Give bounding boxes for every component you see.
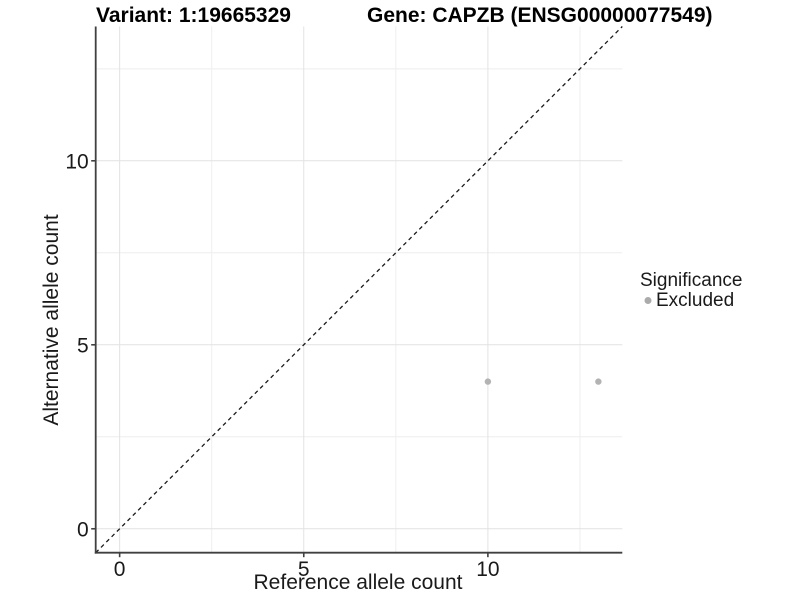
legend-entry-label: Excluded (656, 290, 734, 311)
legend: Significance Excluded (640, 270, 742, 311)
major-gridlines (95, 26, 623, 553)
y-tick-label: 5 (77, 334, 89, 357)
x-tick-label: 0 (114, 558, 126, 581)
x-tick-label: 5 (298, 558, 310, 581)
tick-marks (91, 160, 489, 558)
tick-labels: 0 5 10 0 5 10 (65, 150, 499, 581)
y-axis-title: Alternative allele count (40, 214, 63, 425)
minor-gridlines (95, 26, 623, 553)
identity-line (95, 26, 623, 554)
x-axis-title: Reference allele count (254, 571, 463, 594)
variant-title: Variant: 1:19665329 (96, 4, 291, 27)
y-tick-label: 0 (77, 518, 89, 541)
data-points (484, 378, 602, 385)
data-point (484, 378, 492, 385)
legend-point-swatch (644, 297, 652, 304)
y-tick-label: 10 (65, 150, 88, 173)
data-point (595, 378, 602, 385)
x-tick-label: 10 (476, 558, 499, 581)
gene-title: Gene: CAPZB (ENSG00000077549) (367, 4, 713, 27)
identity-dashed-line (95, 26, 623, 554)
legend-title: Significance (640, 270, 742, 291)
axis-lines (94, 26, 623, 554)
